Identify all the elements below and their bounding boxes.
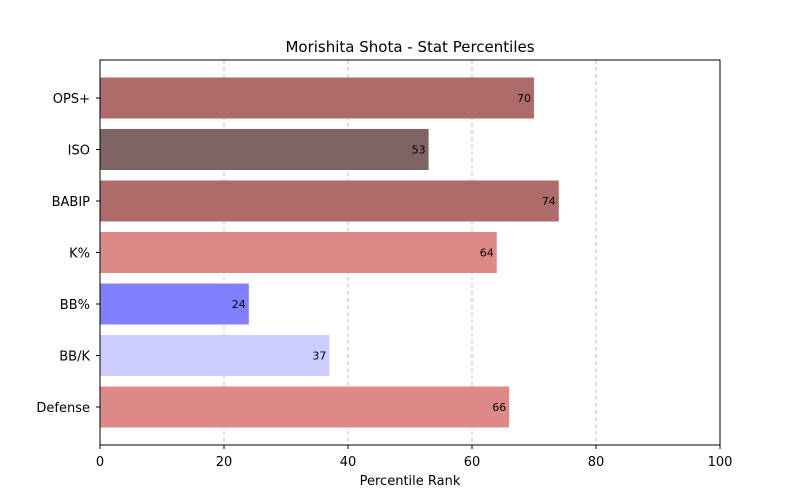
bar-value-label: 74 <box>542 195 556 208</box>
bar-defense <box>100 386 510 428</box>
bar-bb <box>100 283 249 325</box>
y-tick-label: Defense <box>36 401 90 416</box>
bar-ops <box>100 77 534 119</box>
y-tick-label: OPS+ <box>53 92 90 107</box>
bar-k <box>100 232 497 273</box>
bar-value-label: 70 <box>517 92 531 105</box>
x-tick-label: 40 <box>340 455 357 470</box>
bar-iso <box>100 129 429 170</box>
y-tick-label: BB/K <box>59 350 90 365</box>
x-tick-label: 20 <box>216 455 233 470</box>
y-tick-label: BB% <box>60 298 90 313</box>
x-axis-ticks: 0 20 40 60 80 100 <box>96 445 733 470</box>
bar-babip <box>100 180 559 222</box>
x-tick-label: 80 <box>588 455 605 470</box>
chart-title: Morishita Shota - Stat Percentiles <box>285 38 534 56</box>
bar-value-label: 37 <box>312 350 326 363</box>
x-tick-label: 100 <box>708 455 733 470</box>
data-labels: 70 53 74 64 24 37 66 <box>232 92 556 414</box>
bar-value-label: 53 <box>412 144 426 157</box>
y-tick-label: BABIP <box>52 195 91 210</box>
bar-value-label: 66 <box>492 401 506 414</box>
x-axis-label: Percentile Rank <box>360 474 461 489</box>
bar-value-label: 64 <box>480 247 494 260</box>
bar-value-label: 24 <box>232 298 246 311</box>
x-tick-label: 60 <box>464 455 481 470</box>
y-tick-label: ISO <box>68 144 90 159</box>
y-tick-label: K% <box>69 247 90 262</box>
bars <box>100 77 559 428</box>
bar-bb-k <box>100 335 330 376</box>
y-axis-ticks: OPS+ ISO BABIP K% BB% BB/K Defense <box>36 92 100 416</box>
x-tick-label: 0 <box>96 455 104 470</box>
